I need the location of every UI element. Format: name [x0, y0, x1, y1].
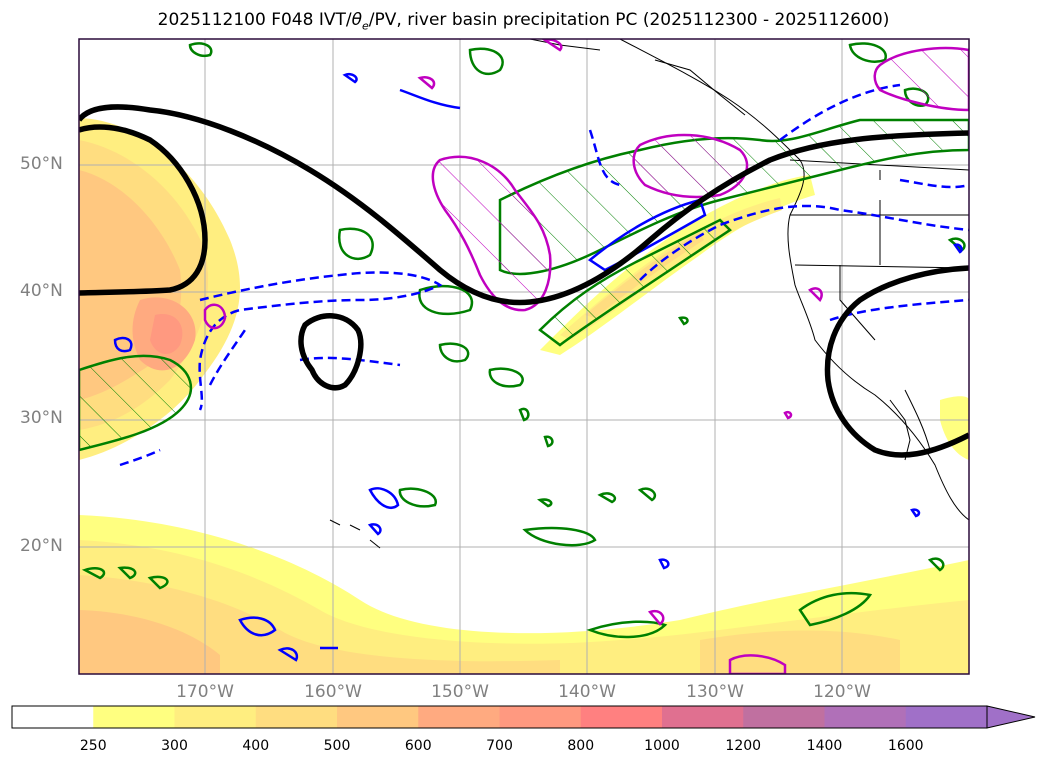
- title-suffix: /PV, river basin precipitation PC (20251…: [368, 10, 890, 30]
- colorbar-tick-label: 300: [161, 738, 188, 754]
- pv-contours: [203, 39, 969, 674]
- colorbar-tick-label: 1600: [887, 738, 924, 754]
- colorbar-tick-label: 1400: [806, 738, 843, 754]
- lon-label-130w: 130°W: [686, 682, 744, 702]
- heavy-contours: [79, 104, 969, 458]
- lat-label-40n: 40°N: [20, 281, 63, 301]
- plot-frame: [78, 38, 970, 675]
- lon-label-150w: 150°W: [431, 682, 489, 702]
- colorbar-tick-label: 600: [404, 738, 432, 754]
- colorbar-tick-label: 500: [323, 738, 351, 754]
- title-theta: θ: [351, 10, 362, 30]
- lat-label-30n: 30°N: [20, 408, 63, 428]
- colorbar-tick-label: 1000: [644, 738, 680, 754]
- blue-contours: [113, 73, 963, 662]
- lon-label-140w: 140°W: [558, 682, 616, 702]
- map-title: 2025112100 F048 IVT/θe/PV, river basin p…: [0, 10, 1047, 32]
- colorbar-tick-label: 700: [486, 738, 513, 754]
- colorbar-tick-label: 1200: [725, 738, 762, 754]
- colorbar-tick-label: 800: [567, 738, 595, 754]
- colorbar-tick-label: 250: [79, 738, 107, 754]
- ivt-fill-south: [79, 515, 969, 674]
- lat-label-20n: 20°N: [20, 536, 63, 556]
- lon-label-120w: 120°W: [813, 682, 871, 702]
- colorbar-tick-label: 400: [242, 738, 270, 754]
- lon-label-170w: 170°W: [176, 682, 234, 702]
- lat-label-50n: 50°N: [20, 154, 63, 174]
- title-sub: e: [362, 19, 369, 33]
- title-prefix: 2025112100 F048 IVT/: [157, 10, 352, 30]
- lon-label-160w: 160°W: [304, 682, 362, 702]
